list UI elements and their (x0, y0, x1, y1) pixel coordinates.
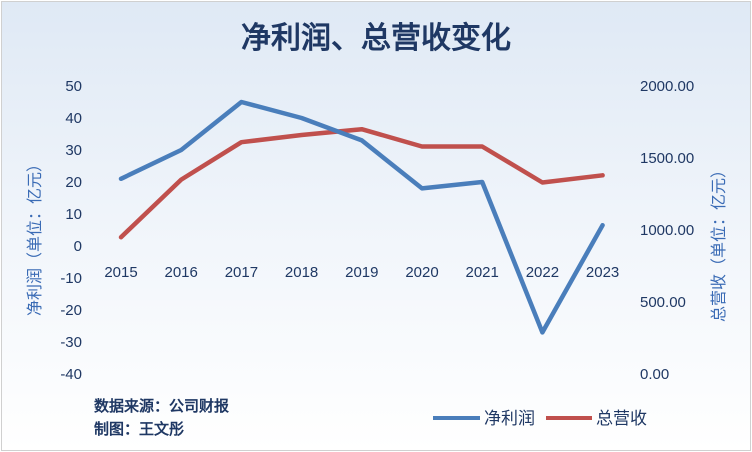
right-tick-label: 2000.00 (640, 78, 694, 95)
left-tick-label: 50 (65, 78, 82, 95)
right-tick-label: 0.00 (640, 366, 669, 383)
right-tick-label: 1000.00 (640, 222, 694, 239)
legend-label-net-profit: 净利润 (484, 409, 535, 429)
legend: 净利润 总营收 (433, 409, 647, 429)
legend-label-revenue: 总营收 (596, 409, 647, 429)
right-axis-label: 总营收（单位：亿元） (709, 162, 728, 322)
source-note: 数据来源：公司财报 (94, 397, 229, 415)
x-tick-label: 2018 (285, 264, 318, 281)
left-tick-label: 30 (65, 142, 82, 159)
right-axis: 2000.00 1500.00 1000.00 500.00 0.00 (640, 78, 694, 383)
x-tick-label: 2016 (165, 264, 198, 281)
x-axis: 2015 2016 2017 2018 2019 2020 2021 2022 2023 (104, 264, 619, 281)
x-tick-label: 2021 (466, 264, 499, 281)
left-tick-label: 10 (65, 206, 82, 223)
net-profit-line (118, 99, 605, 335)
x-tick-label: 2019 (345, 264, 378, 281)
left-tick-label: 20 (65, 174, 82, 191)
x-tick-label: 2017 (225, 264, 258, 281)
x-tick-label: 2020 (405, 264, 438, 281)
x-tick-label: 2023 (586, 264, 619, 281)
left-tick-label: -30 (60, 334, 82, 351)
left-axis-label: 净利润（单位：亿元） (25, 156, 44, 316)
x-tick-label: 2022 (526, 264, 559, 281)
author-note: 制图：王文彤 (94, 420, 184, 438)
right-tick-label: 1500.00 (640, 150, 694, 167)
chart-title: 净利润、总营收变化 (241, 21, 511, 56)
left-tick-label: -40 (60, 366, 82, 383)
left-tick-label: 0 (74, 238, 82, 255)
left-tick-label: 40 (65, 110, 82, 127)
revenue-line (118, 126, 605, 240)
left-tick-label: -20 (60, 302, 82, 319)
series-group (118, 99, 605, 335)
left-tick-label: -10 (60, 270, 82, 287)
right-tick-label: 500.00 (640, 294, 686, 311)
left-axis: 50 40 30 20 10 0 -10 -20 -30 -40 (60, 78, 82, 383)
x-tick-label: 2015 (104, 264, 137, 281)
